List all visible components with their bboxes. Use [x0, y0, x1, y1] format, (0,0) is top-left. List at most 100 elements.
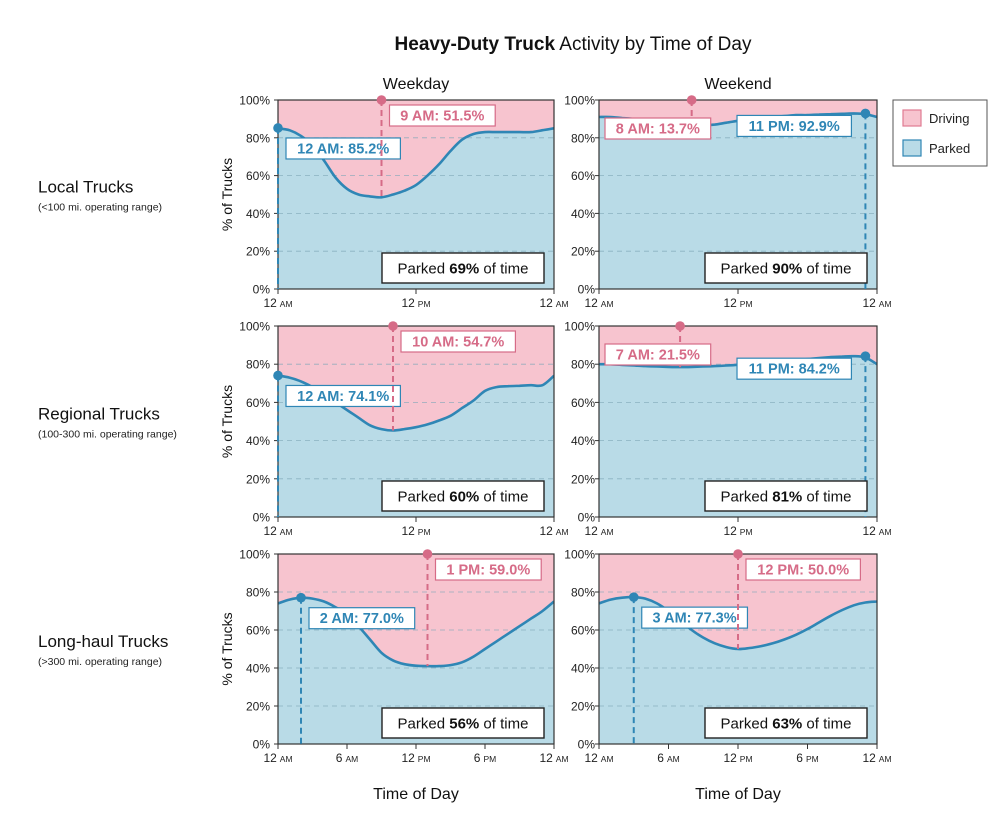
annotation-marker — [296, 592, 306, 603]
annotation-marker — [273, 370, 283, 381]
x-tick-label: 12 AM — [584, 524, 613, 538]
x-axis-title: Time of Day — [695, 786, 781, 803]
callout-text: 11 PM: 84.2% — [749, 362, 840, 378]
legend-swatch-parked — [902, 139, 922, 157]
callout-text: 2 AM: 77.0% — [320, 611, 404, 627]
annotation-marker — [273, 123, 283, 133]
x-tick-label: 12 AM — [584, 751, 613, 765]
parked-callout: 11 PM: 84.2% — [736, 357, 853, 380]
callout-text: 12 AM: 74.1% — [297, 389, 389, 405]
y-tick-label: 80% — [571, 358, 595, 372]
panel-long-haul-trucksweekday: 0% 20% 40% 60% 80% 100% % of Trucks 12 AM 6 AM 12 PM… — [219, 548, 569, 766]
x-tick-label: 6 AM — [657, 751, 679, 765]
summary-box: Parked 56% of time — [381, 707, 545, 739]
callout-box — [388, 104, 496, 127]
callout-text: 7 AM: 21.5% — [616, 348, 700, 364]
y-tick-label: 60% — [246, 396, 270, 410]
x-tick-label: 12 PM — [401, 751, 430, 765]
parked-callout: 12 AM: 74.1% — [285, 384, 402, 408]
column-title-weekend: Weekend — [704, 76, 771, 93]
y-tick-label: 100% — [564, 94, 595, 108]
y-tick-label: 80% — [246, 586, 270, 600]
x-tick-label: 12 PM — [723, 524, 752, 538]
x-tick-label: 6 AM — [336, 751, 358, 765]
panel-local-trucksweekday: 0% 20% 40% 60% 80% 100% % of Trucks 12 AM 12 PM 12 A… — [219, 94, 569, 311]
callout-box — [736, 357, 853, 380]
row-label: Local Trucks — [38, 178, 133, 197]
y-tick-label: 0% — [253, 738, 271, 752]
x-tick-label: 12 AM — [862, 524, 891, 538]
y-tick-label: 20% — [246, 472, 270, 486]
parked-area — [599, 113, 877, 289]
y-tick-label: 0% — [253, 283, 271, 297]
x-tick-label: 12 AM — [539, 524, 568, 538]
legend-label-parked: Parked — [929, 141, 970, 156]
y-tick-label: 60% — [571, 396, 595, 410]
driving-callout: 10 AM: 54.7% — [400, 330, 517, 353]
y-tick-label: 20% — [571, 700, 595, 714]
row-label: Long-haul Trucks — [38, 632, 168, 651]
callout-box — [434, 558, 542, 581]
y-tick-label: 0% — [578, 738, 596, 752]
parked-area — [599, 356, 877, 517]
summary-box: Parked 90% of time — [704, 252, 868, 284]
x-tick-label: 12 PM — [401, 524, 430, 538]
column-title-weekday: Weekday — [383, 76, 449, 93]
x-tick-label: 6 PM — [796, 751, 818, 765]
annotation-marker — [733, 549, 743, 559]
callout-box — [285, 137, 402, 160]
x-tick-label: 6 PM — [474, 751, 496, 765]
x-tick-label: 12 AM — [862, 751, 891, 765]
y-tick-label: 80% — [571, 131, 595, 145]
summary-text: Parked 81% of time — [721, 489, 852, 506]
y-tick-label: 40% — [571, 662, 595, 676]
y-tick-label: 20% — [246, 700, 270, 714]
title-bold-part: Heavy-Duty Truck — [394, 34, 556, 55]
y-tick-label: 80% — [571, 586, 595, 600]
callout-text: 8 AM: 13.7% — [616, 122, 700, 138]
parked-callout: 12 AM: 85.2% — [285, 137, 402, 160]
parked-line — [278, 596, 554, 668]
legend: Driving Parked — [892, 99, 988, 167]
x-tick-label: 12 PM — [723, 751, 752, 765]
callout-text: 3 AM: 77.3% — [653, 611, 737, 627]
x-tick-label: 12 AM — [263, 751, 292, 765]
row-sublabel: (<100 mi. operating range) — [38, 202, 162, 214]
panel-long-haul-trucksweekend: 0% 20% 40% 60% 80% 100% 12 AM 6 AM 12 PM 6 PM 12 AM 3 AM… — [564, 548, 891, 766]
panel-regional-trucksweekday: 0% 20% 40% 60% 80% 100% % of Trucks 12 AM 12 PM 12 A… — [219, 320, 569, 539]
y-tick-label: 100% — [239, 94, 270, 108]
parked-area — [599, 597, 877, 744]
y-tick-label: 40% — [571, 434, 595, 448]
x-tick-label: 12 AM — [539, 751, 568, 765]
legend-label-driving: Driving — [929, 111, 969, 126]
y-tick-label: 60% — [571, 169, 595, 183]
row-sublabel: (100-300 mi. operating range) — [38, 429, 177, 441]
y-tick-label: 60% — [246, 169, 270, 183]
callout-box — [285, 384, 402, 408]
summary-frame — [704, 707, 868, 739]
y-tick-label: 80% — [246, 358, 270, 372]
x-tick-label: 12 AM — [584, 296, 613, 310]
summary-text: Parked 63% of time — [721, 716, 852, 733]
parked-line — [278, 127, 554, 199]
annotation-marker — [628, 592, 639, 602]
summary-frame — [381, 707, 545, 739]
callout-text: 10 AM: 54.7% — [412, 335, 504, 351]
summary-text: Parked 90% of time — [721, 261, 852, 278]
y-tick-label: 0% — [578, 511, 596, 525]
row-label: Regional Trucks — [38, 405, 160, 424]
parked-callout: 2 AM: 77.0% — [308, 607, 416, 630]
callout-text: 11 PM: 92.9% — [749, 119, 840, 135]
summary-box: Parked 81% of time — [704, 480, 868, 512]
driving-callout: 8 AM: 13.7% — [604, 117, 712, 140]
callout-text: 12 PM: 50.0% — [757, 563, 849, 579]
summary-box: Parked 60% of time — [381, 480, 545, 512]
callout-box — [736, 114, 853, 138]
y-tick-label: 20% — [246, 245, 270, 259]
annotation-marker — [860, 351, 871, 361]
y-tick-label: 60% — [246, 624, 270, 638]
y-tick-label: 40% — [246, 434, 270, 448]
annotation-marker — [860, 108, 871, 119]
y-tick-label: 0% — [578, 283, 596, 297]
